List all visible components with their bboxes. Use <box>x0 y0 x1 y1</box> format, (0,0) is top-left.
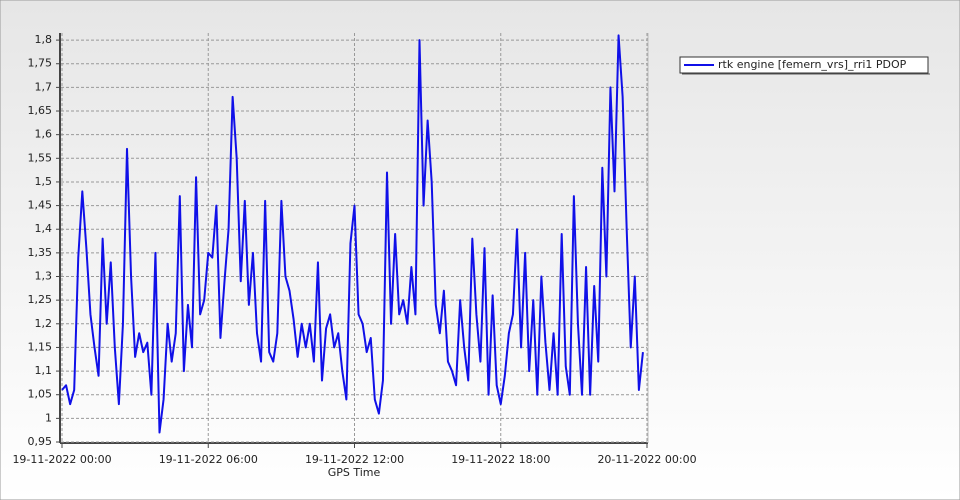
legend-label: rtk engine [femern_vrs]_rri1 PDOP <box>718 58 907 71</box>
x-tick-label: 19-11-2022 18:00 <box>451 453 550 466</box>
y-tick-label: 1,35 <box>28 246 53 259</box>
data-line <box>61 34 644 434</box>
y-tick-label: 1,75 <box>28 57 53 70</box>
x-axis-title: GPS Time <box>328 466 381 479</box>
y-tick-label: 1,6 <box>35 128 53 141</box>
legend-box <box>679 56 929 74</box>
y-tick-label: 1,3 <box>35 270 53 283</box>
y-tick-label: 1,1 <box>35 364 53 377</box>
y-tick-label: 1,2 <box>35 317 53 330</box>
y-tick-label: 1,65 <box>28 104 53 117</box>
y-tick-label: 1,8 <box>35 33 53 46</box>
x-tick-label: 19-11-2022 06:00 <box>159 453 258 466</box>
y-tick-label: 1,7 <box>35 80 53 93</box>
y-tick-label: 1,05 <box>28 388 53 401</box>
y-tick-label: 1,15 <box>28 340 53 353</box>
x-tick-label: 20-11-2022 00:00 <box>597 453 696 466</box>
y-tick-label: 0,95 <box>28 435 53 448</box>
y-tick-label: 1,4 <box>35 222 53 235</box>
y-tick-label: 1,25 <box>28 293 53 306</box>
y-tick-label: 1,55 <box>28 151 53 164</box>
y-tick-label: 1,45 <box>28 199 53 212</box>
x-tick-label: 19-11-2022 00:00 <box>12 453 111 466</box>
y-tick-label: 1,5 <box>35 175 53 188</box>
x-tick-label: 19-11-2022 12:00 <box>305 453 404 466</box>
y-tick-label: 1 <box>45 411 52 424</box>
